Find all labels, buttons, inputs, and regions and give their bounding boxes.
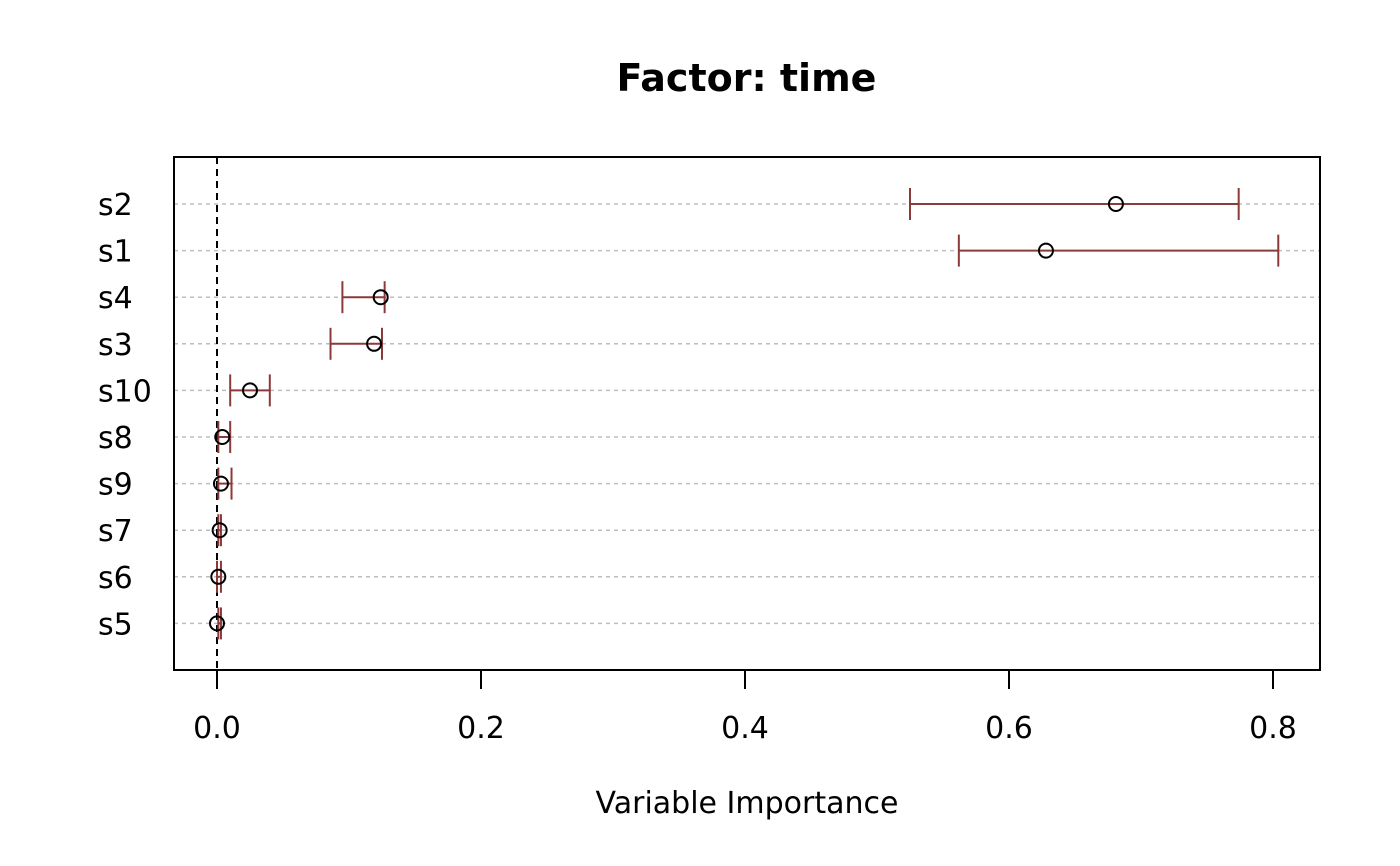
x-tick-label: 0.2: [457, 711, 505, 746]
data-point: [211, 522, 228, 539]
intervals: [216, 188, 1280, 640]
y-tick-label: s2: [98, 188, 133, 223]
data-point: [209, 615, 225, 632]
y-tick-label: s3: [98, 328, 133, 363]
data-point: [210, 568, 227, 585]
data-point: [214, 429, 231, 445]
y-tick-label: s7: [98, 514, 133, 549]
data-point: [212, 475, 229, 492]
x-tick-label: 0.0: [193, 711, 241, 746]
x-tick-label: 0.4: [721, 711, 769, 746]
x-axis: 0.0 0.2 0.4 0.6 0.8: [193, 669, 1297, 746]
y-tick-label: s9: [98, 468, 133, 503]
y-tick-label: s8: [98, 421, 133, 456]
data-point: [1037, 242, 1054, 259]
x-axis-label: Variable Importance: [595, 786, 899, 821]
points: [209, 196, 1124, 632]
y-tick-label: s10: [98, 374, 152, 409]
data-point: [366, 335, 383, 352]
chart-title: Factor: time: [616, 56, 877, 100]
y-axis: s2 s1 s4 s3 s10 s8 s9 s7 s6 s5: [98, 188, 152, 642]
data-point: [242, 382, 258, 399]
x-tick-label: 0.6: [985, 711, 1033, 746]
y-tick-label: s6: [98, 561, 133, 596]
data-point: [372, 289, 389, 306]
grid-lines: [174, 203, 1320, 625]
y-tick-label: s1: [98, 235, 133, 270]
plot-frame: [173, 156, 1321, 671]
x-tick-label: 0.8: [1249, 711, 1297, 746]
data-point: [1107, 196, 1124, 212]
y-tick-label: s4: [98, 281, 133, 316]
y-tick-label: s5: [98, 607, 133, 642]
